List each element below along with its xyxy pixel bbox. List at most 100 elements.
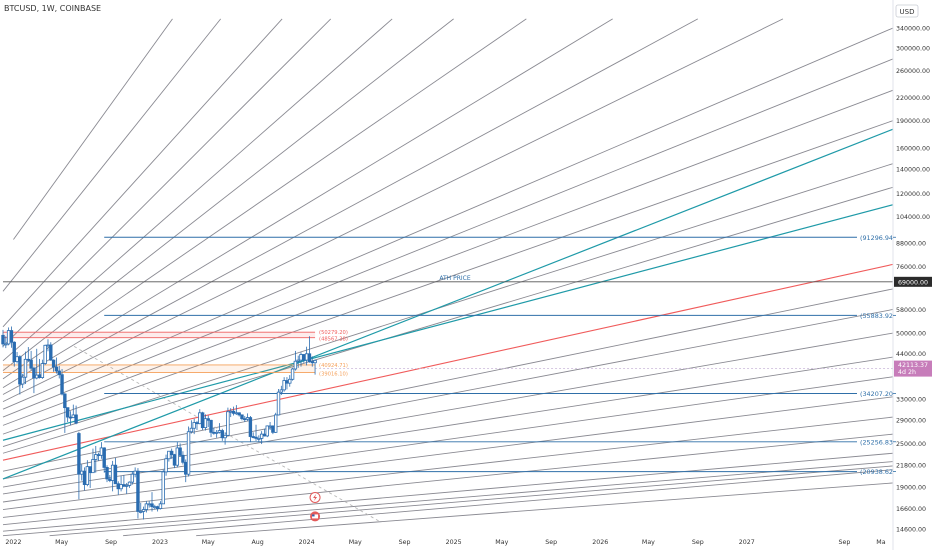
- x-tick-label: Sep: [838, 539, 850, 546]
- fan-trend-line: [2, 396, 893, 510]
- candle-body: [307, 353, 312, 362]
- candle-body: [15, 356, 19, 362]
- candle-body: [203, 418, 208, 429]
- candle-body: [133, 470, 137, 475]
- price-axis-layer: 340000.00 300000.00 260000.00 220000.00 1900…: [892, 0, 932, 550]
- x-tick-label: May: [642, 539, 655, 546]
- candle-body: [237, 412, 241, 416]
- x-tick-label: Aug: [251, 539, 263, 546]
- y-tick-label: 29000.00: [896, 417, 926, 424]
- x-tick-label: Ma: [876, 539, 885, 546]
- candle-body: [223, 434, 227, 439]
- candle-body: [243, 418, 247, 421]
- event-markers-layer: [309, 491, 321, 522]
- candle-body: [234, 412, 239, 415]
- x-tick-label: Sep: [399, 539, 411, 546]
- candle-body: [167, 450, 171, 460]
- candle-body: [161, 471, 165, 505]
- y-tick-label: 220000.00: [896, 95, 930, 102]
- fan-trend-line: [2, 461, 893, 537]
- candle-body: [18, 356, 22, 385]
- fan-trend-line: [2, 288, 893, 472]
- candle-body: [290, 368, 295, 380]
- candle-body: [164, 458, 168, 473]
- candle-body: [110, 464, 115, 481]
- candle-body: [29, 359, 33, 369]
- candle-body: [299, 354, 303, 361]
- y-tick-label: 190000.00: [896, 118, 930, 125]
- fan-trend-line: [2, 18, 527, 380]
- band-bottom-label: (39016.10): [319, 372, 348, 378]
- x-tick-label: May: [202, 539, 215, 546]
- fan-trend-line: [2, 332, 893, 488]
- candle-body: [304, 353, 309, 361]
- fan-trend-line: [2, 416, 893, 518]
- candle-body: [206, 418, 210, 421]
- x-tick-label: 2025: [446, 539, 462, 546]
- candle-body: [198, 412, 202, 425]
- x-tick-label: Sep: [105, 539, 117, 546]
- candle-body: [122, 484, 126, 487]
- candle-body: [310, 361, 314, 364]
- candle-body: [195, 422, 199, 425]
- y-tick-label: 58000.00: [896, 307, 926, 314]
- currency-box[interactable]: [895, 4, 919, 18]
- candle-body: [80, 470, 84, 475]
- candle-body: [169, 450, 174, 456]
- candle-body: [46, 344, 50, 347]
- candle-body: [12, 341, 16, 362]
- candle-body: [88, 466, 92, 474]
- candle-body: [99, 447, 104, 456]
- fan-trend-line: [2, 18, 393, 362]
- currency-label: USD: [900, 8, 915, 16]
- candle-body: [268, 425, 272, 428]
- fan-trend-line: [2, 89, 893, 426]
- candle-body: [147, 503, 151, 506]
- teal-trend-line: [2, 128, 893, 480]
- fan-trend-line: [2, 120, 893, 435]
- candle-body: [217, 430, 222, 433]
- fan-trend-line: [2, 433, 893, 526]
- x-tick-label: 2026: [592, 539, 608, 546]
- red-trend-line: [2, 263, 893, 461]
- y-tick-label: 33000.00: [896, 397, 926, 404]
- candle-body: [96, 454, 101, 457]
- candle-body: [282, 380, 286, 391]
- candle-body: [192, 422, 196, 429]
- candle-body: [265, 425, 269, 437]
- candle-body: [9, 330, 14, 343]
- y-tick-label: 88000.00: [896, 241, 926, 248]
- candle-body: [51, 359, 56, 368]
- candle-body: [94, 454, 98, 460]
- fan-trend-line: [2, 376, 893, 503]
- candle-body: [285, 380, 289, 384]
- candle-body: [43, 344, 47, 364]
- candle-body: [200, 412, 205, 429]
- x-tick-label: May: [349, 539, 362, 546]
- level-label: (20938.62): [860, 468, 895, 476]
- candle-body: [288, 378, 292, 384]
- candle-body: [35, 374, 39, 379]
- fan-trend-line: [2, 18, 454, 371]
- candle-body: [105, 467, 109, 480]
- candle-body: [262, 433, 267, 437]
- fan-trend-line: [2, 356, 893, 495]
- ath-label: ATH PRICE: [439, 275, 470, 282]
- countdown-label: 4d 2h: [898, 369, 916, 376]
- fan-trend-line: [2, 18, 332, 347]
- candle-body: [20, 376, 25, 385]
- candle-body: [313, 360, 317, 364]
- candle-body: [248, 417, 253, 437]
- x-tick-label: 2023: [152, 539, 168, 546]
- candle-body: [153, 506, 157, 509]
- lightning-glyph: [313, 493, 318, 501]
- band-top-label: (40924.71): [319, 363, 348, 369]
- x-tick-label: May: [55, 539, 68, 546]
- fan-trend-line: [2, 18, 222, 292]
- candle-body: [136, 470, 140, 512]
- fan-trend-line: [2, 18, 613, 388]
- x-tick-label: 2022: [5, 539, 21, 546]
- candle-body: [150, 503, 154, 508]
